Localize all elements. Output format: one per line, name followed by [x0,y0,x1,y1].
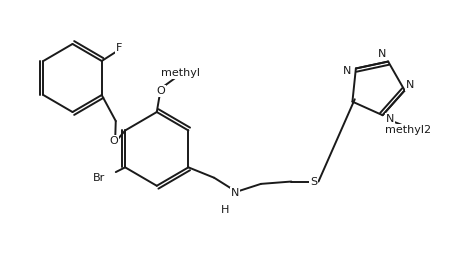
Text: O: O [156,86,165,96]
Text: H: H [221,205,229,215]
Text: O: O [109,136,118,146]
Text: methyl2: methyl2 [385,125,431,135]
Text: methyl: methyl [161,68,200,78]
Text: F: F [117,43,123,53]
Text: N: N [343,66,351,76]
Text: N: N [386,114,394,124]
Text: N: N [231,188,239,198]
Text: S: S [310,177,317,186]
Text: N: N [406,80,415,90]
Text: N: N [378,49,387,60]
Text: Br: Br [93,173,106,183]
